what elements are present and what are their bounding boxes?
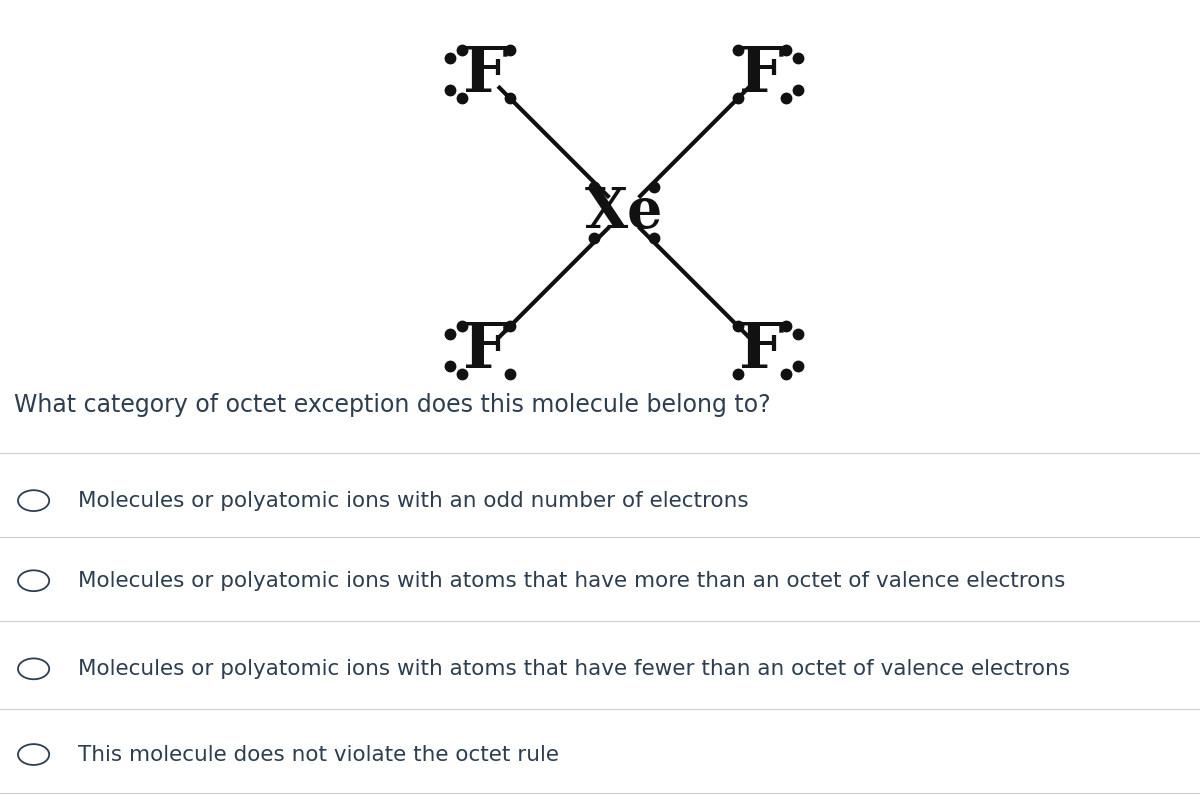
Text: Molecules or polyatomic ions with atoms that have fewer than an octet of valence: Molecules or polyatomic ions with atoms …: [78, 659, 1070, 678]
Text: Xe: Xe: [584, 185, 664, 239]
Text: F: F: [463, 320, 509, 380]
Text: Molecules or polyatomic ions with an odd number of electrons: Molecules or polyatomic ions with an odd…: [78, 491, 749, 510]
Text: F: F: [739, 44, 785, 105]
Text: Molecules or polyatomic ions with atoms that have more than an octet of valence : Molecules or polyatomic ions with atoms …: [78, 571, 1066, 590]
Text: What category of octet exception does this molecule belong to?: What category of octet exception does th…: [14, 392, 772, 417]
Text: F: F: [739, 320, 785, 380]
Text: This molecule does not violate the octet rule: This molecule does not violate the octet…: [78, 745, 559, 764]
Text: F: F: [463, 44, 509, 105]
